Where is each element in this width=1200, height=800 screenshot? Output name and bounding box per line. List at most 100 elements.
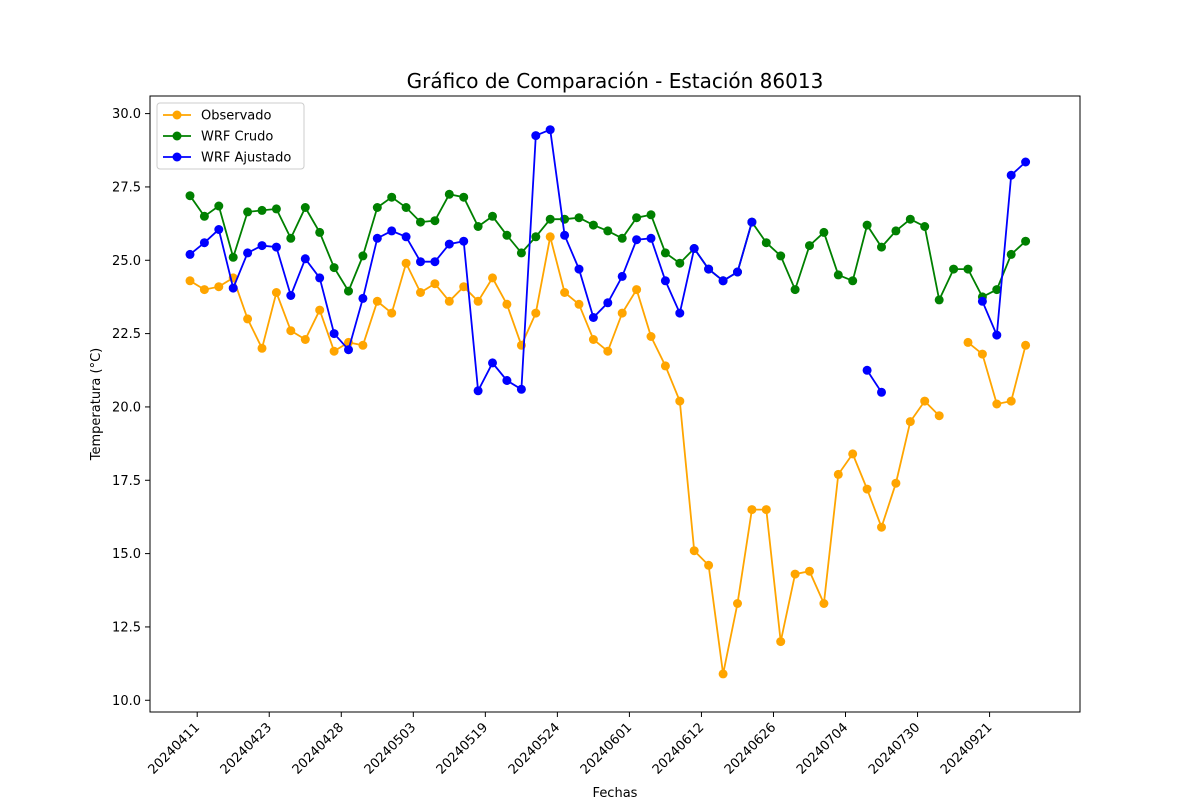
- data-point: [588, 335, 598, 344]
- data-point: [315, 273, 325, 283]
- data-point: [416, 217, 425, 227]
- data-point: [214, 225, 224, 234]
- data-point: [300, 335, 310, 344]
- data-point: [891, 478, 901, 488]
- data-point: [805, 241, 814, 251]
- chart-legend: Observado WRF Crudo WRF Ajustado: [156, 102, 305, 170]
- data-point: [560, 230, 570, 240]
- data-point: [574, 299, 584, 309]
- data-point: [833, 270, 843, 280]
- series-1: [185, 232, 1031, 679]
- y-tick-label: 10.0: [112, 694, 141, 709]
- data-point: [574, 264, 584, 274]
- data-point: [862, 484, 872, 494]
- x-tick-label: 20240704: [794, 720, 851, 777]
- data-point: [243, 207, 253, 217]
- data-point: [459, 236, 469, 246]
- data-point: [747, 217, 757, 227]
- data-point: [790, 569, 800, 579]
- plot-frame: [149, 95, 1081, 713]
- series-line: [189, 236, 940, 675]
- data-point: [315, 305, 325, 315]
- data-point: [862, 220, 872, 230]
- y-tick-label: 22.5: [112, 327, 141, 342]
- data-point: [545, 214, 555, 224]
- data-point: [891, 226, 901, 236]
- x-tick-label: 20240626: [722, 720, 779, 777]
- data-point: [632, 213, 642, 223]
- data-point: [214, 282, 224, 292]
- data-point: [344, 345, 353, 355]
- x-tick-label: 20240730: [866, 720, 923, 777]
- data-point: [733, 599, 742, 608]
- x-tick-label: 20240601: [578, 720, 635, 777]
- data-point: [574, 213, 584, 223]
- data-point: [300, 203, 310, 212]
- data-point: [199, 238, 209, 248]
- data-point: [632, 285, 642, 295]
- series-line: [189, 128, 753, 394]
- data-point: [243, 248, 253, 258]
- data-point: [689, 546, 699, 556]
- data-point: [401, 258, 411, 268]
- data-point: [473, 222, 483, 231]
- data-point: [416, 257, 425, 267]
- data-point: [733, 267, 742, 277]
- data-point: [488, 211, 497, 221]
- legend-marker: [172, 152, 182, 162]
- data-point: [704, 264, 714, 274]
- data-point: [185, 249, 195, 259]
- legend-label: WRF Ajustado: [201, 151, 291, 166]
- x-tick-label: 20240612: [650, 720, 707, 777]
- data-point: [617, 271, 627, 281]
- data-point: [617, 308, 627, 318]
- data-point: [545, 232, 555, 242]
- data-point: [329, 346, 339, 356]
- data-point: [358, 293, 368, 303]
- x-tick-label: 20240428: [290, 720, 347, 777]
- data-point: [920, 396, 930, 406]
- data-point: [488, 358, 497, 368]
- data-point: [228, 252, 238, 262]
- data-point: [286, 233, 296, 243]
- data-point: [329, 263, 339, 273]
- data-point: [761, 238, 771, 248]
- series-2: [185, 189, 1031, 305]
- data-point: [977, 349, 987, 359]
- data-point: [228, 283, 238, 293]
- data-point: [372, 233, 382, 243]
- data-point: [1021, 236, 1031, 246]
- data-point: [790, 285, 800, 295]
- data-point: [315, 227, 325, 237]
- y-tick-label: 12.5: [112, 620, 141, 635]
- data-point: [675, 396, 685, 406]
- data-point: [660, 361, 670, 371]
- data-point: [387, 308, 397, 318]
- data-point: [502, 230, 512, 240]
- legend-label: Observado: [201, 109, 272, 124]
- data-point: [862, 365, 872, 375]
- data-point: [963, 264, 973, 274]
- chart-title: Gráfico de Comparación - Estación 86013: [407, 69, 824, 93]
- y-tick-label: 17.5: [112, 474, 141, 489]
- y-tick-label: 20.0: [112, 400, 141, 415]
- data-point: [603, 298, 613, 308]
- data-point: [1021, 157, 1031, 167]
- data-point: [833, 469, 843, 479]
- data-point: [704, 560, 714, 570]
- data-point: [992, 330, 1002, 340]
- data-point: [444, 189, 454, 199]
- data-point: [920, 222, 930, 231]
- y-tick-label: 30.0: [112, 107, 141, 122]
- data-point: [588, 220, 598, 230]
- data-point: [660, 248, 670, 258]
- data-point: [949, 264, 959, 274]
- data-point: [257, 241, 267, 251]
- x-tick-label: 20240921: [938, 720, 995, 777]
- data-point: [502, 376, 512, 385]
- data-point: [560, 288, 570, 297]
- x-tick-label: 20240519: [434, 720, 491, 777]
- data-point: [992, 399, 1002, 409]
- data-point: [905, 214, 915, 224]
